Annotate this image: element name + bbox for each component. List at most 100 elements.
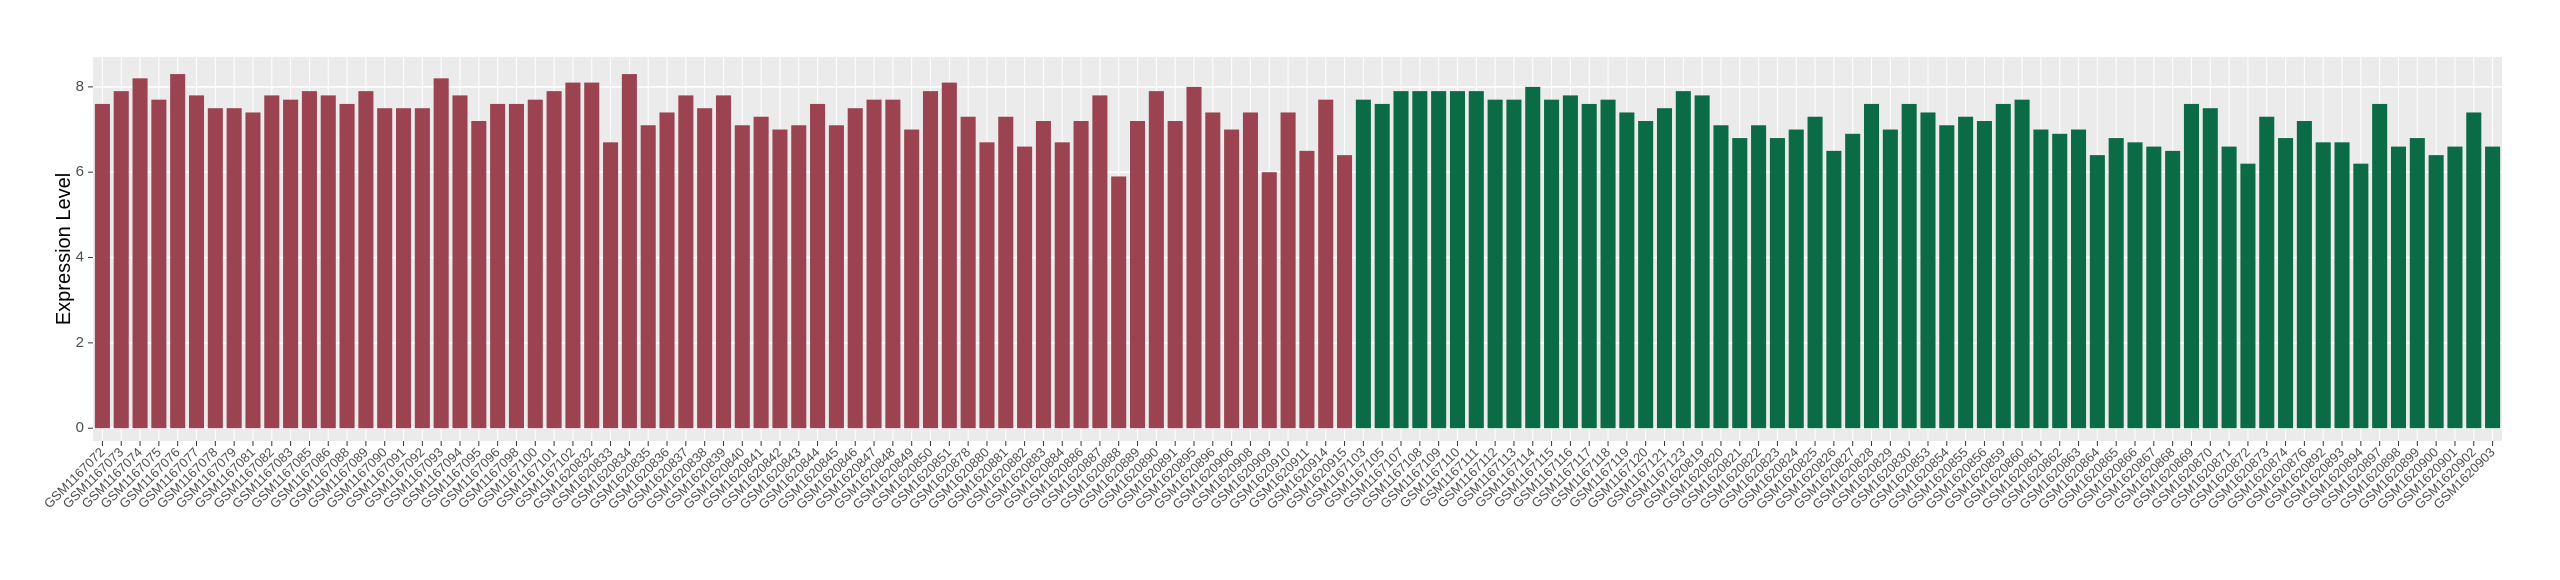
bar xyxy=(1525,86,1541,429)
bar xyxy=(414,108,430,429)
bar xyxy=(1713,125,1729,429)
bar xyxy=(1769,138,1785,429)
bar xyxy=(508,103,524,429)
bar xyxy=(1694,95,1710,429)
bar xyxy=(1054,142,1070,429)
bar xyxy=(1958,116,1974,429)
bar xyxy=(2033,129,2049,429)
bar xyxy=(1205,112,1221,429)
y-axis-label: Expression Level xyxy=(53,173,75,325)
bar xyxy=(301,91,317,429)
bar xyxy=(885,99,901,429)
bar xyxy=(1845,133,1861,429)
bar xyxy=(2014,99,2030,429)
bar xyxy=(1675,91,1691,429)
bar xyxy=(283,99,299,429)
bar xyxy=(1242,112,1258,429)
bar xyxy=(433,78,449,429)
bar xyxy=(452,95,468,429)
bar xyxy=(1939,125,1955,429)
bar xyxy=(1468,91,1484,429)
bar xyxy=(471,121,487,429)
bar xyxy=(264,95,280,429)
bar xyxy=(170,74,186,429)
bar xyxy=(1073,121,1089,429)
bar xyxy=(2334,142,2350,429)
bar xyxy=(2108,138,2124,429)
bar xyxy=(1167,121,1183,429)
bar xyxy=(113,91,129,429)
bar xyxy=(979,142,995,429)
bar xyxy=(941,82,957,429)
bar xyxy=(904,129,920,429)
bar xyxy=(2259,116,2275,429)
bar xyxy=(1506,99,1522,429)
bar xyxy=(2296,121,2312,429)
bar xyxy=(828,125,844,429)
bar xyxy=(2409,138,2425,429)
bar xyxy=(715,95,732,429)
bar xyxy=(2447,146,2463,429)
bar xyxy=(2221,146,2237,429)
bar xyxy=(151,99,167,429)
y-tick-label: 4 xyxy=(76,249,84,266)
bar xyxy=(621,74,637,429)
bar xyxy=(1901,103,1917,429)
bar xyxy=(320,95,336,429)
bar xyxy=(734,125,750,429)
bar xyxy=(1487,99,1503,429)
bar xyxy=(659,112,675,429)
bar xyxy=(1111,176,1127,429)
bar xyxy=(1863,103,1880,429)
bar xyxy=(1656,108,1673,429)
bar xyxy=(1751,125,1767,429)
bar xyxy=(1882,129,1898,429)
bar xyxy=(1374,103,1390,429)
bar xyxy=(847,108,863,429)
y-tick-label: 0 xyxy=(76,419,84,436)
bar xyxy=(2183,103,2199,429)
bar xyxy=(2202,108,2218,429)
bar xyxy=(810,103,826,429)
bar xyxy=(678,95,694,429)
bar xyxy=(1995,103,2011,429)
bar xyxy=(1318,99,1334,429)
bar xyxy=(1732,138,1748,429)
bar xyxy=(1976,121,1992,429)
bar xyxy=(2466,112,2482,429)
bar xyxy=(584,82,600,429)
y-tick-label: 6 xyxy=(76,163,84,180)
bar xyxy=(753,116,769,429)
bar xyxy=(358,91,374,429)
bar xyxy=(1280,112,1296,429)
bar xyxy=(791,125,807,429)
bar xyxy=(2428,155,2444,429)
bar xyxy=(1788,129,1804,429)
bar xyxy=(396,108,412,429)
bar xyxy=(2390,146,2407,429)
bar xyxy=(339,103,355,429)
bar xyxy=(94,103,110,429)
bar xyxy=(866,99,882,429)
bar xyxy=(1449,91,1466,429)
bar xyxy=(245,112,261,429)
bar xyxy=(377,108,393,429)
bar xyxy=(2372,103,2388,429)
bar xyxy=(1638,121,1654,429)
bar xyxy=(640,125,656,429)
bar xyxy=(1619,112,1635,429)
bar xyxy=(1600,99,1616,429)
bar xyxy=(1092,95,1108,429)
bar xyxy=(2240,163,2256,429)
bar xyxy=(1581,103,1597,429)
bar xyxy=(1544,99,1560,429)
bar xyxy=(1186,86,1202,429)
bar xyxy=(1148,91,1164,429)
bar xyxy=(2071,129,2087,429)
bar xyxy=(2127,142,2143,429)
bar xyxy=(772,129,788,429)
bar xyxy=(1017,146,1033,429)
bar xyxy=(546,91,562,429)
bar xyxy=(1129,121,1146,429)
